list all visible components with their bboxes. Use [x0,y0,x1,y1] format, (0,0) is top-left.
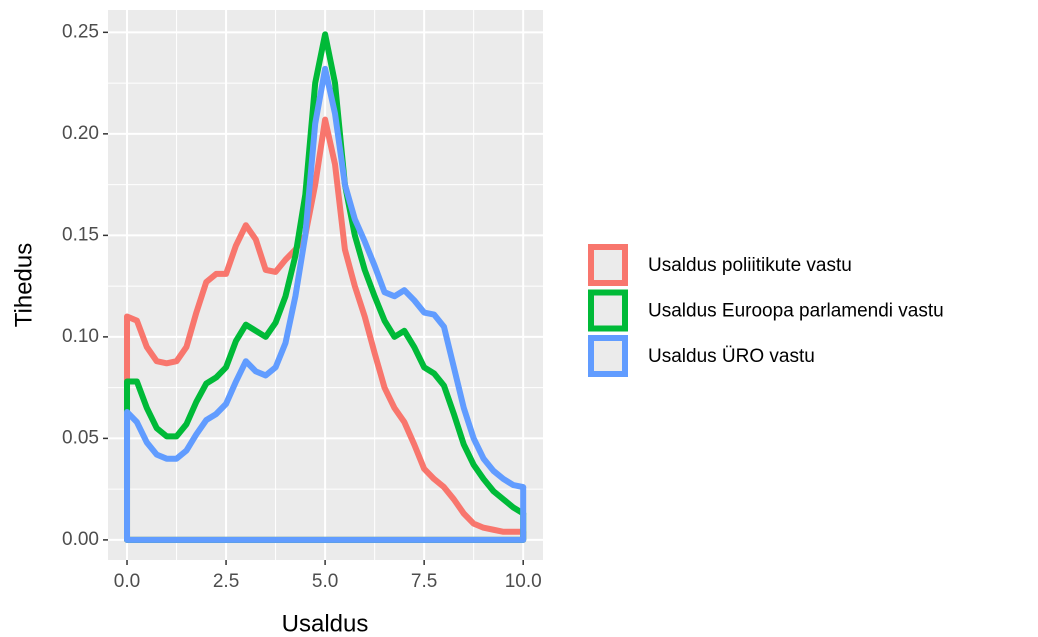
density-baseline [124,411,527,543]
axes: 0.0 2.5 5.0 7.5 10.0 0.00 0.05 0.10 0.15 0.20 0.25 [62,21,542,592]
legend-key-bg [588,335,628,377]
density-line [124,116,527,535]
legend-label: Usaldus ÜRO vastu [648,346,815,367]
density-line [124,65,527,491]
y-tick-label: 0.15 [62,224,99,245]
legend-key [588,335,628,377]
legend-key [588,289,628,332]
legend-label: Usaldus Euroopa parlamendi vastu [648,301,944,322]
density-line [124,31,527,517]
x-tick-label: 10.0 [505,571,542,592]
y-axis-title: Tihedus [10,243,37,328]
x-axis-title: Usaldus [282,610,369,637]
y-tick-label: 0.25 [62,21,99,42]
legend-key-bg [588,244,628,286]
x-tick-label: 7.5 [411,571,437,592]
y-tick-label: 0.05 [62,427,99,448]
legend: Usaldus poliitikute vastu Usaldus Euroopa… [588,244,944,377]
y-tick-label: 0.00 [62,529,99,550]
legend-key [588,244,628,286]
x-tick-label: 5.0 [312,571,338,592]
y-tick-label: 0.10 [62,326,99,347]
marks [124,31,527,543]
y-tick-label: 0.20 [62,123,99,144]
x-tick-label: 2.5 [213,571,239,592]
legend-label: Usaldus poliitikute vastu [648,255,852,276]
legend-key-bg [588,289,628,332]
x-tick-label: 0.0 [114,571,140,592]
